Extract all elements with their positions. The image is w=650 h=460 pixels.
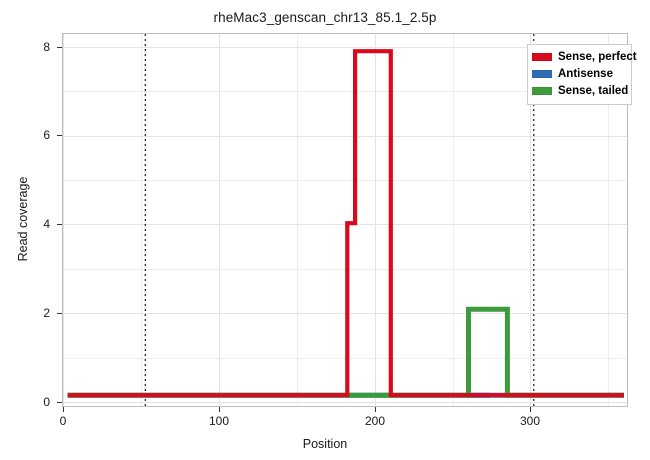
x-tick-label: 0 xyxy=(59,414,67,428)
x-tick-label: 100 xyxy=(208,414,230,428)
legend-item-antisense: Antisense xyxy=(532,66,627,82)
legend-label: Sense, perfect xyxy=(558,51,637,63)
y-tick-label: 6 xyxy=(43,128,50,142)
y-tick-label: 0 xyxy=(43,395,50,409)
reference-vlines xyxy=(144,34,535,406)
x-tick-label: 200 xyxy=(364,414,386,428)
series-sense-perfect xyxy=(67,49,624,398)
legend-item-sense-perfect: Sense, perfect xyxy=(532,49,637,65)
chart-title: rheMac3_genscan_chr13_85.1_2.5p xyxy=(213,10,437,25)
legend-item-sense-tailed: Sense, tailed xyxy=(532,83,629,99)
legend-label: Antisense xyxy=(558,68,613,80)
legend-swatch-icon xyxy=(532,87,552,95)
legend-swatch-icon xyxy=(532,70,552,78)
y-tick-label: 2 xyxy=(43,306,50,320)
y-tick-label: 4 xyxy=(43,217,50,231)
y-tick-label: 8 xyxy=(43,40,50,54)
legend-swatch-icon xyxy=(532,53,552,61)
x-tick-label: 300 xyxy=(519,414,541,428)
y-axis-tick-labels: 8 6 4 2 0 xyxy=(26,0,50,460)
plot-area xyxy=(63,34,627,406)
legend-label: Sense, tailed xyxy=(558,85,629,97)
chart-legend: Sense, perfect Antisense Sense, tailed xyxy=(527,44,637,105)
x-axis-title: Position xyxy=(302,437,348,451)
